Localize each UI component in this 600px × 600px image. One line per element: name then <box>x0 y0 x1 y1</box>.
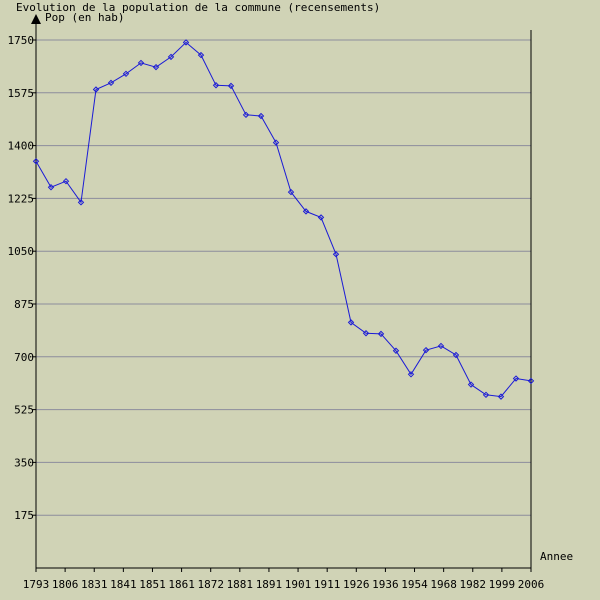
data-point <box>47 184 55 191</box>
data-point <box>527 377 535 385</box>
data-point <box>122 70 130 77</box>
x-tick-label: 1841 <box>110 578 137 591</box>
x-tick-label: 1901 <box>285 578 312 591</box>
data-point <box>317 214 325 221</box>
y-tick-label: 1575 <box>8 87 35 100</box>
x-tick-label: 1982 <box>460 578 487 591</box>
series-line <box>35 41 532 398</box>
data-point <box>392 347 400 354</box>
x-tick-label: 1861 <box>168 578 195 591</box>
data-point <box>422 346 430 354</box>
x-tick-label: 1851 <box>139 578 166 591</box>
data-point <box>272 139 280 146</box>
data-point <box>227 82 235 90</box>
y-tick-label: 525 <box>14 404 34 417</box>
y-tick-label: 700 <box>14 351 34 364</box>
x-tick-label: 1793 <box>23 578 50 591</box>
x-tick-label: 1806 <box>52 578 79 591</box>
axes <box>31 14 532 569</box>
y-tick-label: 1400 <box>8 140 35 153</box>
data-point <box>107 79 115 87</box>
data-point <box>62 177 70 185</box>
y-tick-label: 350 <box>14 456 34 469</box>
x-tick-label: 1936 <box>372 578 399 591</box>
data-point <box>137 59 145 67</box>
x-tick-labels: 1793 1806 1831 1841 1851 1861 1872 1881 1891 1901… <box>23 568 545 591</box>
data-point <box>182 39 190 46</box>
x-tick-label: 2006 <box>518 578 545 591</box>
data-point <box>287 188 295 196</box>
data-point <box>437 342 445 350</box>
x-tick-label: 1911 <box>314 578 341 591</box>
data-point <box>467 381 475 388</box>
population-series <box>32 39 535 400</box>
y-axis-arrow-icon <box>31 14 41 24</box>
data-point <box>407 371 415 378</box>
data-point <box>32 158 40 165</box>
data-point <box>167 53 175 61</box>
data-point <box>482 391 490 399</box>
data-point <box>212 82 220 89</box>
data-point <box>332 251 340 258</box>
data-point <box>257 112 265 120</box>
x-tick-label: 1999 <box>489 578 516 591</box>
data-point <box>77 199 85 206</box>
x-tick-label: 1968 <box>430 578 457 591</box>
data-point <box>242 111 250 119</box>
y-tick-label: 1050 <box>8 245 35 258</box>
data-point <box>197 51 205 59</box>
grid-lines <box>32 39 531 516</box>
y-tick-label: 875 <box>14 298 34 311</box>
x-tick-label: 1891 <box>256 578 283 591</box>
data-point <box>302 208 310 215</box>
x-tick-label: 1881 <box>227 578 254 591</box>
data-point <box>452 351 460 359</box>
x-tick-label: 1926 <box>343 578 370 591</box>
data-point <box>152 63 160 71</box>
x-tick-label: 1831 <box>81 578 108 591</box>
data-point <box>377 330 385 338</box>
y-tick-label: 1750 <box>8 34 35 47</box>
y-tick-labels: 175 350 525 700 875 1050 1225 1400 1575 1750 <box>8 34 35 522</box>
y-tick-label: 175 <box>14 509 34 522</box>
data-point <box>362 330 370 337</box>
data-point <box>347 319 355 326</box>
y-axis-label: Pop (en hab) <box>45 11 124 24</box>
data-point <box>497 393 505 400</box>
y-tick-label: 1225 <box>8 192 35 205</box>
data-point <box>512 375 520 382</box>
chart-title: Evolution de la population de la commune… <box>16 1 380 14</box>
x-tick-label: 1872 <box>197 578 224 591</box>
data-point <box>92 86 100 93</box>
x-axis-label: Annee <box>540 550 573 563</box>
x-tick-label: 1954 <box>401 578 428 591</box>
